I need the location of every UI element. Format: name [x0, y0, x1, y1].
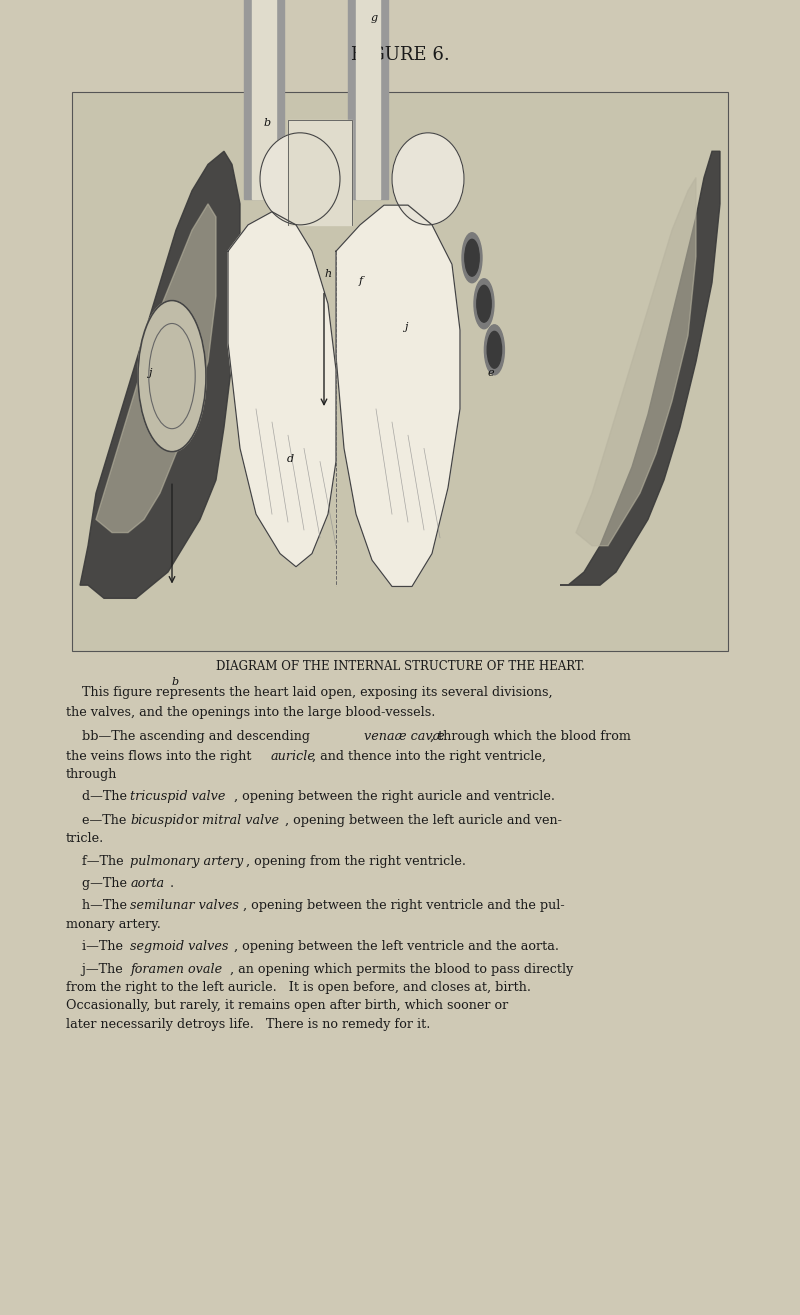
Text: f: f: [358, 276, 362, 287]
Ellipse shape: [477, 285, 491, 322]
Text: This figure represents the heart laid open, exposing its several divisions,: This figure represents the heart laid op…: [66, 686, 552, 700]
Text: tricle.: tricle.: [66, 832, 104, 846]
Text: j: j: [404, 322, 407, 333]
Text: tricuspid valve: tricuspid valve: [130, 790, 226, 803]
Text: semilunar valves: semilunar valves: [130, 899, 239, 913]
FancyBboxPatch shape: [72, 92, 728, 651]
Polygon shape: [336, 205, 460, 586]
Text: mitral valve: mitral valve: [202, 814, 278, 827]
Text: the veins flows into the right: the veins flows into the right: [66, 750, 255, 763]
Ellipse shape: [138, 300, 206, 452]
Text: j—The: j—The: [66, 963, 126, 976]
Text: DIAGRAM OF THE INTERNAL STRUCTURE OF THE HEART.: DIAGRAM OF THE INTERNAL STRUCTURE OF THE…: [216, 660, 584, 673]
Ellipse shape: [392, 133, 464, 225]
Text: .: .: [170, 877, 174, 890]
Text: e—The: e—The: [66, 814, 130, 827]
Text: e: e: [488, 368, 494, 379]
Text: h—The: h—The: [66, 899, 130, 913]
Text: pulmonary artery: pulmonary artery: [130, 855, 244, 868]
Text: i—The: i—The: [66, 940, 126, 953]
Text: , an opening which permits the blood to pass directly: , an opening which permits the blood to …: [230, 963, 574, 976]
Text: aorta: aorta: [130, 877, 165, 890]
Text: b: b: [172, 677, 179, 688]
Text: b: b: [264, 118, 271, 129]
Text: FIGURE 6.: FIGURE 6.: [350, 46, 450, 64]
Text: monary artery.: monary artery.: [66, 918, 161, 931]
Text: d: d: [286, 454, 294, 464]
Ellipse shape: [462, 233, 482, 283]
Text: , opening from the right ventricle.: , opening from the right ventricle.: [246, 855, 466, 868]
Ellipse shape: [260, 133, 340, 225]
Polygon shape: [348, 0, 388, 199]
Text: , opening between the right auricle and ventricle.: , opening between the right auricle and …: [234, 790, 554, 803]
Polygon shape: [80, 151, 240, 598]
Polygon shape: [96, 204, 216, 533]
Polygon shape: [560, 151, 720, 585]
Text: venaæ cavæ: venaæ cavæ: [364, 730, 445, 743]
Polygon shape: [244, 0, 284, 199]
Ellipse shape: [485, 325, 504, 375]
Polygon shape: [356, 0, 380, 199]
Ellipse shape: [465, 239, 479, 276]
Text: , through which the blood from: , through which the blood from: [430, 730, 631, 743]
Ellipse shape: [487, 331, 502, 368]
Text: foramen ovale: foramen ovale: [130, 963, 222, 976]
Text: bicuspid: bicuspid: [130, 814, 185, 827]
Text: the valves, and the openings into the large blood-vessels.: the valves, and the openings into the la…: [66, 706, 435, 719]
Text: later necessarily detroys life.   There is no remedy for it.: later necessarily detroys life. There is…: [66, 1018, 430, 1031]
Text: h: h: [324, 270, 331, 280]
Text: from the right to the left auricle.   It is open before, and closes at, birth.: from the right to the left auricle. It i…: [66, 981, 530, 994]
Text: g—The: g—The: [66, 877, 130, 890]
Text: f—The: f—The: [66, 855, 127, 868]
Text: j: j: [148, 368, 151, 379]
Text: , opening between the right ventricle and the pul-: , opening between the right ventricle an…: [243, 899, 565, 913]
Ellipse shape: [474, 279, 494, 329]
Text: or: or: [181, 814, 202, 827]
Text: d—The: d—The: [66, 790, 130, 803]
Polygon shape: [288, 120, 352, 225]
Text: Occasionally, but rarely, it remains open after birth, which sooner or: Occasionally, but rarely, it remains ope…: [66, 999, 508, 1013]
Text: , and thence into the right ventricle,: , and thence into the right ventricle,: [312, 750, 546, 763]
Polygon shape: [252, 0, 276, 199]
Text: , opening between the left ventricle and the aorta.: , opening between the left ventricle and…: [234, 940, 559, 953]
Text: through: through: [66, 768, 117, 781]
Text: , opening between the left auricle and ven-: , opening between the left auricle and v…: [285, 814, 562, 827]
Polygon shape: [576, 178, 696, 546]
Text: g: g: [370, 13, 378, 24]
Text: segmoid valves: segmoid valves: [130, 940, 229, 953]
Text: bb—The ascending and descending: bb—The ascending and descending: [66, 730, 314, 743]
Polygon shape: [228, 212, 336, 567]
Text: auricle: auricle: [270, 750, 315, 763]
